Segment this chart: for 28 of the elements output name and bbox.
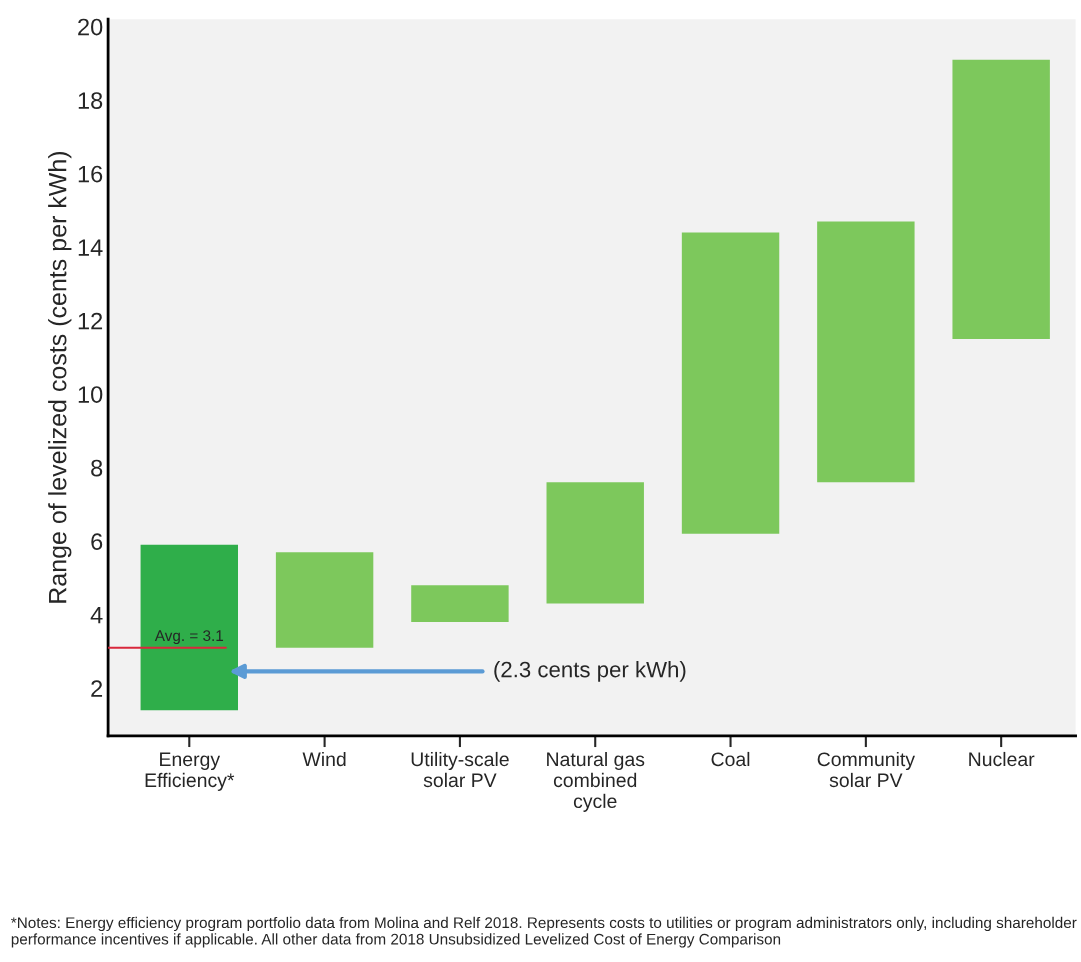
y-tick-label: 10: [78, 386, 103, 403]
y-tick-label: 8: [91, 459, 103, 477]
y-tick-label: 12: [78, 312, 103, 330]
x-tick-label: Wind: [302, 751, 346, 767]
bar: [952, 59, 1050, 339]
y-tick-label: 14: [78, 239, 103, 256]
x-tick-label: Coal: [711, 751, 750, 767]
bar: [411, 585, 509, 622]
x-tick-label: Utility-scale solar PV: [411, 751, 509, 788]
bar: [817, 221, 915, 483]
y-tick-label: 6: [91, 533, 103, 550]
y-tick-label: 4: [90, 606, 103, 624]
x-tick-label: Nuclear: [969, 751, 1035, 767]
text: *Notes: Energy efficiency program portfolio data from Molina and Relf 2018. Represents costs to utilities or program administrators only, including shareholder performance incentives if applicable. All other data from 2018 Unsubsidized Levelized Cost of Energy Comparison: [11, 916, 1077, 948]
bar: [681, 232, 780, 534]
ref-line-label: Avg. = 3.1: [154, 630, 224, 645]
bar: [140, 544, 238, 711]
x-tick-label: Natural gas combined cycle: [547, 751, 645, 812]
y-tick-label: 20: [78, 18, 103, 36]
y-tick-label: 2: [91, 680, 103, 697]
y-tick-label: 16: [78, 165, 103, 183]
y-axis-title: Range of levelized costs (cents per kWh): [48, 151, 72, 603]
x-tick-label: Community solar PV: [817, 751, 915, 788]
annotation: (2.3 cents per kWh): [494, 661, 686, 682]
x-tick-label: Energy Efficiency*: [145, 752, 235, 791]
y-tick-label: 18: [78, 92, 103, 109]
bar: [546, 482, 644, 604]
bar: [275, 552, 374, 648]
